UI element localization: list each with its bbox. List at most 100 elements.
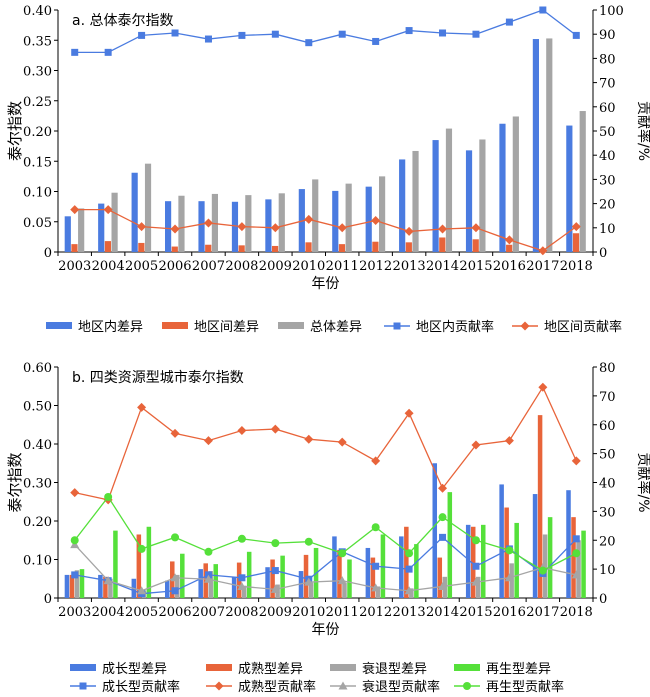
- bar-series-2: [308, 582, 314, 598]
- bar-series-0: [532, 39, 539, 252]
- point-series-4: [538, 246, 548, 256]
- y-tick-label-right: 20: [599, 198, 616, 213]
- point-series-6: [504, 573, 514, 582]
- y-tick-label-left: 0.30: [23, 65, 52, 80]
- legend-marker-series-5: [214, 681, 224, 691]
- bar-series-2: [208, 571, 213, 598]
- y-tick-label-right: 0: [599, 592, 607, 607]
- point-series-7: [70, 536, 79, 545]
- bar-series-3: [79, 569, 85, 598]
- y-tick-label-right: 70: [599, 77, 616, 92]
- bar-series-0: [566, 125, 573, 252]
- point-series-7: [171, 533, 180, 542]
- bar-series-0: [399, 536, 404, 598]
- legend-swatch-series-0: [70, 664, 96, 671]
- y-tick-label-right: 50: [599, 448, 616, 463]
- point-series-6: [371, 583, 381, 592]
- point-series-7: [438, 513, 447, 522]
- point-series-3: [171, 29, 179, 37]
- x-tick-label: 2009: [259, 605, 292, 620]
- bar-series-2: [178, 195, 185, 252]
- y-axis-title-left: 泰尔指数: [6, 101, 24, 161]
- y-tick-label-left: 0.10: [23, 186, 52, 201]
- y-tick-label-left: 0.05: [23, 216, 52, 231]
- point-series-7: [371, 523, 380, 532]
- point-series-4: [372, 562, 380, 570]
- y-tick-label-right: 30: [599, 173, 616, 188]
- bar-series-1: [138, 242, 145, 252]
- point-series-7: [137, 544, 146, 553]
- point-series-6: [438, 581, 448, 590]
- y-tick-label-right: 40: [599, 477, 616, 492]
- legend-label-series-1: 成熟型差异: [238, 661, 303, 677]
- point-series-4: [71, 571, 79, 579]
- x-tick-label: 2017: [526, 605, 559, 620]
- point-series-6: [270, 584, 280, 593]
- x-tick-label: 2015: [459, 605, 492, 620]
- point-series-5: [270, 424, 280, 434]
- bar-series-0: [332, 190, 339, 252]
- point-series-6: [137, 586, 147, 595]
- point-series-6: [203, 574, 213, 583]
- point-series-4: [103, 205, 113, 215]
- y-tick-label-left: 0.30: [23, 477, 52, 492]
- bar-series-2: [241, 585, 247, 598]
- point-series-6: [103, 576, 113, 585]
- y-axis-title-right: 贡献率/%: [635, 452, 650, 512]
- point-series-4: [271, 567, 279, 575]
- point-series-4: [171, 587, 179, 595]
- line-series-5: [74, 385, 577, 501]
- bar-series-2: [375, 586, 381, 598]
- bar-series-3: [246, 551, 252, 598]
- x-tick-label: 2014: [426, 605, 459, 620]
- x-tick-label: 2004: [92, 605, 125, 620]
- bar-series-0: [98, 203, 105, 252]
- bar-series-3: [514, 522, 519, 598]
- bar-series-2: [342, 582, 347, 598]
- legend-label-series-2: 衰退型差异: [362, 661, 427, 677]
- x-tick-label: 2005: [125, 259, 158, 274]
- bar-series-0: [365, 186, 372, 252]
- bar-series-0: [465, 150, 473, 252]
- y-tick-label-right: 80: [599, 52, 616, 67]
- point-series-3: [238, 31, 246, 39]
- point-series-5: [203, 436, 213, 446]
- bar-series-1: [238, 245, 245, 252]
- x-tick-label: 2003: [58, 605, 91, 620]
- bar-series-2: [479, 139, 486, 252]
- x-tick-label: 2008: [225, 259, 258, 274]
- point-series-3: [405, 27, 413, 35]
- bar-series-2: [111, 192, 118, 252]
- bar-series-1: [404, 526, 409, 598]
- bar-series-0: [64, 216, 71, 252]
- x-tick-label: 2015: [459, 259, 492, 274]
- bar-series-1: [305, 242, 312, 252]
- bar-series-0: [298, 571, 304, 598]
- x-tick-label: 2013: [393, 259, 426, 274]
- bar-series-1: [338, 244, 346, 252]
- point-series-3: [271, 30, 279, 38]
- legend-swatch-series-3: [454, 664, 480, 671]
- legend-swatch-series-1: [162, 322, 188, 329]
- x-tick-label: 2018: [560, 605, 593, 620]
- bar-series-0: [499, 484, 504, 598]
- point-series-7: [271, 539, 280, 548]
- point-series-6: [170, 573, 180, 582]
- bar-series-3: [180, 553, 185, 598]
- y-tick-label-left: 0.15: [23, 155, 52, 170]
- point-series-4: [270, 223, 280, 233]
- y-tick-label-left: 0.25: [23, 95, 52, 110]
- point-series-4: [337, 223, 347, 233]
- point-series-3: [338, 30, 346, 38]
- x-tick-label: 2007: [192, 605, 225, 620]
- line-series-7: [74, 495, 577, 572]
- y-tick-label-right: 70: [599, 390, 616, 405]
- y-tick-label-left: 0: [44, 246, 52, 261]
- legend-label-series-5: 成熟型贡献率: [238, 679, 316, 695]
- bar-series-1: [69, 574, 75, 598]
- legend-label-series-7: 再生型贡献率: [486, 679, 564, 695]
- bar-series-3: [347, 559, 352, 598]
- bar-series-1: [103, 576, 108, 598]
- bar-series-1: [71, 244, 78, 252]
- bar-series-0: [165, 201, 172, 252]
